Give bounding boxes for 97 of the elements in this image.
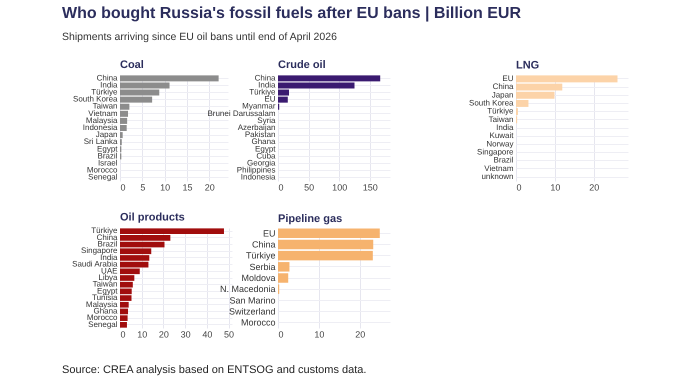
y-tick-label: China <box>254 73 276 82</box>
x-tick-label: 0 <box>516 182 522 192</box>
y-tick-label: unknown <box>481 172 514 182</box>
x-tick-label: 0 <box>120 330 126 340</box>
bar <box>278 273 288 283</box>
x-tick-label: 40 <box>202 330 212 340</box>
y-tick-label: San Marino <box>229 295 276 306</box>
y-tick-label: Türkiye <box>487 106 514 116</box>
y-tick-label: Israel <box>98 158 118 168</box>
y-tick-label: Egypt <box>97 286 118 296</box>
y-tick-label: Myanmar <box>242 102 276 111</box>
y-tick-label: Sri Lanka <box>84 137 118 146</box>
y-tick-label: Egypt <box>255 144 276 154</box>
text: Who bought Russia's fossil fuels after EU bans | Billion EUR <box>62 5 521 23</box>
x-tick-label: 15 <box>182 182 192 192</box>
y-tick-label: Egypt <box>97 144 118 154</box>
y-tick-label: Taiwan <box>92 102 118 111</box>
x-tick-label: 0 <box>278 182 284 192</box>
y-tick-label: India <box>496 123 514 132</box>
y-tick-label: Malaysia <box>86 116 118 125</box>
y-tick-label: Vietnam <box>484 164 514 173</box>
x-tick-label: 0 <box>278 330 284 340</box>
x-tick-label: 10 <box>160 182 170 192</box>
y-tick-label: China <box>492 82 514 92</box>
y-tick-label: Cuba <box>256 151 276 160</box>
y-tick-label: Brazil <box>97 240 118 249</box>
y-tick-label: EU <box>262 228 276 238</box>
y-tick-label: Georgia <box>247 158 276 168</box>
y-tick-label: Indonesia <box>82 123 118 132</box>
y-tick-label: Japan <box>96 130 118 140</box>
text: Shipments arriving since EU oil bans until end of April 2026 <box>62 31 337 43</box>
y-tick-label: Ghana <box>93 306 118 316</box>
y-tick-label: Singapore <box>477 148 514 157</box>
y-tick-label: Brazil <box>97 151 118 160</box>
y-tick-label: Türkiye <box>91 226 118 236</box>
y-tick-label: China <box>96 232 118 242</box>
x-tick-label: 5 <box>140 182 146 192</box>
y-tick-label: Libya <box>98 273 118 282</box>
chart-title: LNG <box>516 59 540 72</box>
y-tick-label: Singapore <box>81 246 118 256</box>
chart-title: Oil products <box>120 212 185 224</box>
x-tick-label: 10 <box>550 182 560 192</box>
y-tick-label: Malaysia <box>86 300 118 309</box>
y-tick-label: Morocco <box>86 166 118 175</box>
y-tick-label: Syria <box>257 116 276 125</box>
y-tick-label: EU <box>264 94 276 104</box>
y-tick-label: Vietnam <box>88 108 118 118</box>
y-tick-label: Brunei Darussalam <box>207 108 276 118</box>
y-tick-label: Ghana <box>251 137 276 146</box>
y-tick-label: Morocco <box>86 313 118 322</box>
y-tick-label: China <box>252 239 276 250</box>
y-tick-label: Türkiye <box>246 250 276 261</box>
y-tick-label: Indonesia <box>240 172 276 182</box>
x-tick-label: 10 <box>137 330 148 340</box>
source-note: Source: CREA analysis based on ENTSOG and customs data. <box>62 364 366 376</box>
y-tick-label: India <box>258 80 276 90</box>
y-tick-label: Brazil <box>493 156 514 165</box>
y-tick-label: China <box>96 73 118 82</box>
x-tick-label: 10 <box>314 330 324 340</box>
y-tick-label: Saudi Arabia <box>72 260 118 269</box>
x-tick-label: 100 <box>332 182 348 192</box>
x-tick-label: 20 <box>158 330 169 340</box>
y-tick-label: Senegal <box>88 172 118 182</box>
y-tick-label: Norway <box>486 139 514 148</box>
y-tick-label: Philippines <box>236 166 276 175</box>
x-tick-label: 30 <box>180 330 191 340</box>
chart-title: Crude oil <box>278 58 326 71</box>
y-tick-label: Azerbaijan <box>238 123 276 132</box>
y-tick-label: Kuwait <box>489 131 514 140</box>
y-tick-label: Serbia <box>249 262 276 272</box>
y-tick-label: India <box>100 252 118 262</box>
x-tick-label: 20 <box>589 182 600 192</box>
x-tick-label: 20 <box>204 182 215 192</box>
y-tick-label: Morocco <box>240 318 276 328</box>
chart-title: Pipeline gas <box>278 213 342 225</box>
y-tick-label: Switzerland <box>228 306 276 317</box>
y-tick-label: N. Macedonia <box>220 284 276 294</box>
y-tick-label: Tunisia <box>92 293 118 302</box>
y-tick-label: Senegal <box>88 320 118 329</box>
x-tick-label: 20 <box>355 330 366 340</box>
x-tick-label: 50 <box>224 330 234 340</box>
y-tick-label: Japan <box>492 90 514 100</box>
x-tick-label: 0 <box>120 182 126 192</box>
x-tick-label: 150 <box>362 182 378 192</box>
y-tick-label: Taiwan <box>92 280 118 289</box>
y-tick-label: UAE <box>101 266 118 276</box>
y-tick-label: Pakistan <box>244 130 276 140</box>
y-tick-label: Türkiye <box>91 88 118 97</box>
chart-title: Coal <box>120 58 144 71</box>
y-tick-label: EU <box>502 74 514 83</box>
y-tick-label: South Korea <box>73 94 118 104</box>
y-tick-label: Taiwan <box>488 114 514 124</box>
y-tick-label: South Korea <box>469 98 514 108</box>
x-tick-label: 50 <box>304 182 314 192</box>
y-tick-label: Türkiye <box>249 88 276 97</box>
y-tick-label: India <box>100 80 118 90</box>
y-tick-label: Moldova <box>241 273 276 283</box>
